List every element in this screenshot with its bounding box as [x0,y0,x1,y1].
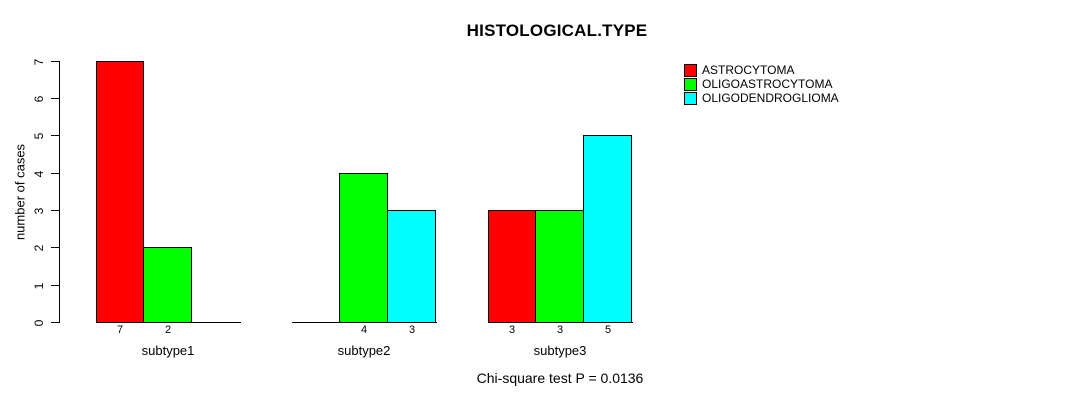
legend-series-label: OLIGODENDROGLIOMA [702,91,839,105]
y-tick [51,322,59,323]
bar-oligoastrocytoma-subtype3 [535,210,584,323]
bar-oligoastrocytoma-subtype2 [339,173,388,323]
y-tick-label: 1 [32,282,46,290]
y-tick [51,61,59,62]
y-tick-label: 5 [32,132,46,140]
bar-oligodendroglioma-subtype2 [387,210,436,323]
legend-item: OLIGOASTROCYTOMA [684,78,839,91]
legend-item: ASTROCYTOMA [684,64,839,77]
y-tick [51,210,59,211]
y-tick [51,247,59,248]
bar-value-label: 5 [604,324,612,336]
footnote-text: Chi-square test P = 0.0136 [476,370,644,386]
y-tick-label: 2 [32,244,46,252]
y-axis-line [59,61,60,323]
y-tick [51,135,59,136]
bar-astrocytoma-subtype3 [488,210,536,323]
legend-series-label: OLIGOASTROCYTOMA [702,77,833,91]
y-tick [51,98,59,99]
x-category-label: subtype3 [533,343,587,358]
legend-color-swatch [684,92,697,105]
y-tick [51,285,59,286]
y-tick-label: 0 [32,319,46,327]
legend-item: OLIGODENDROGLIOMA [684,92,839,105]
y-tick-label: 4 [32,170,46,178]
y-tick-label: 3 [32,207,46,215]
bar-value-label: 3 [556,324,564,336]
chart-title: HISTOLOGICAL.TYPE [466,21,648,40]
legend-color-swatch [684,64,697,77]
bar-oligodendroglioma-subtype3 [583,135,632,323]
bar-value-label: 3 [508,324,516,336]
legend-series-label: ASTROCYTOMA [702,63,795,77]
y-axis-label: number of cases [12,143,28,241]
x-category-label: subtype2 [337,343,391,358]
x-category-label: subtype1 [141,343,195,358]
bar-astrocytoma-subtype1 [96,61,144,323]
bar-oligoastrocytoma-subtype1 [143,247,192,323]
bar-value-label: 3 [408,324,416,336]
legend: ASTROCYTOMA OLIGOASTROCYTOMA OLIGODENDROGL… [684,64,839,106]
bar-value-label: 4 [360,324,368,336]
bar-value-label: 7 [116,324,124,336]
legend-color-swatch [684,78,697,91]
y-tick-label: 6 [32,95,46,103]
y-tick [51,173,59,174]
bar-value-label: 2 [164,324,172,336]
y-tick-label: 7 [32,58,46,66]
